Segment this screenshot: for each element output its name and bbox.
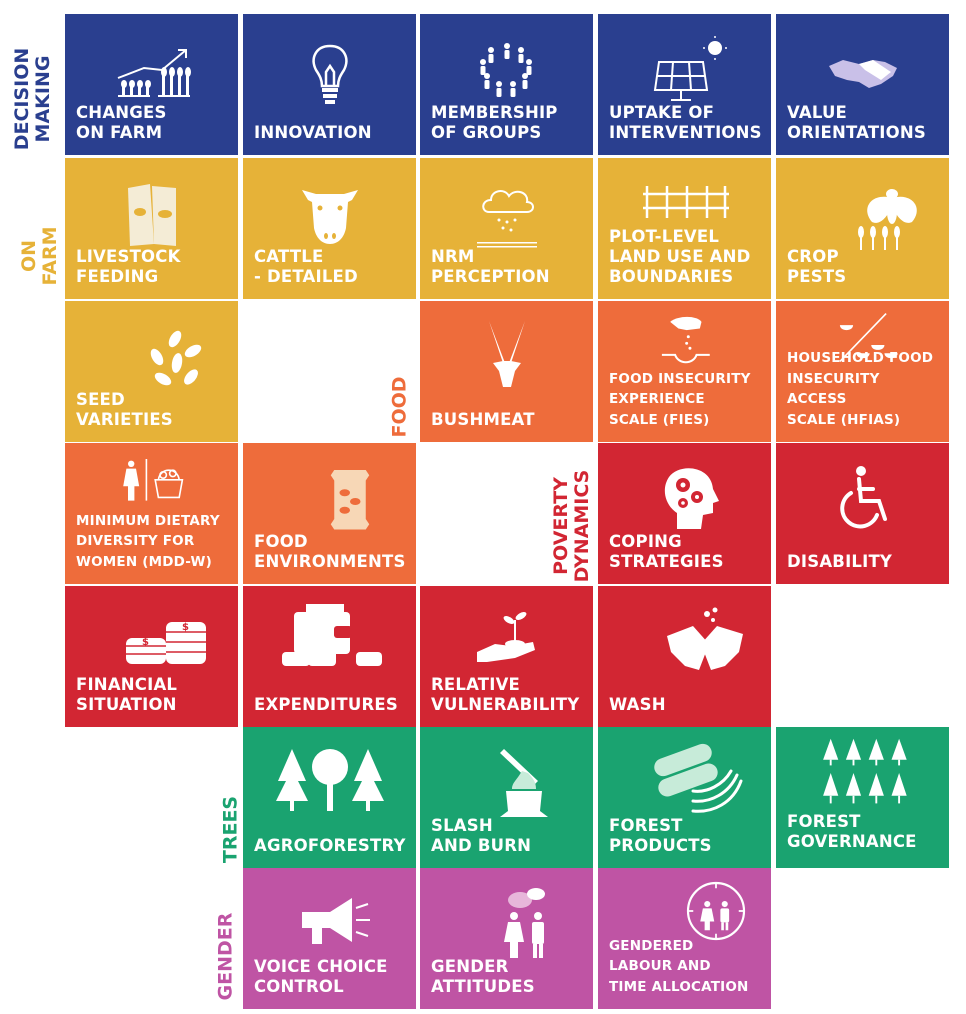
- svg-text:$: $: [182, 622, 189, 633]
- tile-label: FINANCIAL SITUATION: [76, 675, 178, 714]
- handshake-icon: [815, 28, 911, 108]
- clock-couple-icon: [668, 876, 764, 946]
- insect-pest-icon: [832, 172, 928, 252]
- wallet-icon: [270, 594, 390, 674]
- tile-label: GENDER ATTITUDES: [431, 957, 535, 996]
- solar-panel-icon: [637, 28, 733, 108]
- tile-label: NRM PERCEPTION: [431, 247, 550, 286]
- tile-seed-varieties: SEED VARIETIES: [65, 301, 238, 442]
- category-gender: GENDER: [214, 912, 237, 1001]
- tile-label: PLOT-LEVEL LAND USE AND BOUNDARIES: [609, 227, 751, 286]
- category-poverty-dynamics: POVERTY DYNAMICS: [550, 469, 593, 583]
- tile-label: FOREST GOVERNANCE: [787, 812, 917, 851]
- tile-label: HOUSEHOLD FOOD INSECURITY ACCESS SCALE (…: [787, 350, 934, 428]
- tile-label: DISABILITY: [787, 552, 893, 571]
- tile-label: GENDERED LABOUR AND TIME ALLOCATION: [609, 937, 749, 995]
- food-packet-icon: [302, 463, 398, 533]
- tile-label: FOREST PRODUCTS: [609, 816, 712, 855]
- tile-label: FOOD INSECURITY EXPERIENCE SCALE (FIES): [609, 370, 751, 428]
- tile-slash-and-burn: SLASH AND BURN: [420, 727, 593, 868]
- tile-label: AGROFORESTRY: [254, 836, 406, 855]
- hand-sprout-icon: [459, 600, 555, 680]
- tile-hfias: HOUSEHOLD FOOD INSECURITY ACCESS SCALE (…: [776, 301, 949, 442]
- hand-sowing-icon: [637, 307, 733, 373]
- tile-fies: FOOD INSECURITY EXPERIENCE SCALE (FIES): [598, 301, 771, 442]
- tile-innovation: INNOVATION: [243, 14, 416, 155]
- tile-label: CATTLE - DETAILED: [254, 247, 358, 286]
- tile-cattle-detailed: CATTLE - DETAILED: [243, 158, 416, 299]
- category-trees: TREES: [219, 795, 242, 864]
- tile-label: LIVESTOCK FEEDING: [76, 247, 181, 286]
- tile-voice-choice-control: VOICE CHOICE CONTROL: [243, 868, 416, 1009]
- category-on-farm: ON FARM: [18, 226, 61, 286]
- tile-label: BUSHMEAT: [431, 410, 535, 429]
- fence-icon: [637, 168, 733, 248]
- tile-changes-on-farm: CHANGES ON FARM: [65, 14, 238, 155]
- tile-coping-strategies: COPING STRATEGIES: [598, 443, 771, 584]
- seeds-icon: [121, 315, 217, 395]
- category-food: FOOD: [388, 376, 411, 438]
- tile-uptake-of-interventions: UPTAKE OF INTERVENTIONS: [598, 14, 771, 155]
- tile-membership-of-groups: MEMBERSHIP OF GROUPS: [420, 14, 593, 155]
- people-circle-icon: [459, 28, 555, 108]
- tile-label: SLASH AND BURN: [431, 816, 532, 855]
- tile-label: CHANGES ON FARM: [76, 103, 167, 142]
- trees-icon: [270, 741, 390, 821]
- tile-label: COPING STRATEGIES: [609, 532, 724, 571]
- tile-label: MEMBERSHIP OF GROUPS: [431, 103, 558, 142]
- tile-label: VOICE CHOICE CONTROL: [254, 957, 388, 996]
- tile-gender-attitudes: GENDER ATTITUDES: [420, 868, 593, 1009]
- head-gears-icon: [637, 457, 733, 537]
- tile-label: MINIMUM DIETARY DIVERSITY FOR WOMEN (MDD…: [76, 512, 220, 570]
- tile-crop-pests: CROP PESTS: [776, 158, 949, 299]
- tile-label: WASH: [609, 695, 666, 714]
- crop-growth-icon: [104, 28, 200, 108]
- tile-food-environments: FOOD ENVIRONMENTS: [243, 443, 416, 584]
- tile-forest-products: FOREST PRODUCTS: [598, 727, 771, 868]
- tile-label: SEED VARIETIES: [76, 390, 173, 429]
- tile-mdd-w: MINIMUM DIETARY DIVERSITY FOR WOMEN (MDD…: [65, 443, 238, 584]
- tile-label: FOOD ENVIRONMENTS: [254, 532, 406, 571]
- washing-hands-icon: [657, 600, 753, 680]
- tile-disability: DISABILITY: [776, 443, 949, 584]
- coin-stacks-icon: $ $: [116, 596, 212, 676]
- tile-gendered-labour: GENDERED LABOUR AND TIME ALLOCATION: [598, 868, 771, 1009]
- antelope-head-icon: [459, 315, 555, 395]
- tile-wash: WASH: [598, 586, 771, 727]
- pine-forest-icon: [815, 735, 911, 811]
- tile-relative-vulnerability: RELATIVE VULNERABILITY: [420, 586, 593, 727]
- axe-stump-icon: [476, 741, 572, 821]
- tile-label: UPTAKE OF INTERVENTIONS: [609, 103, 762, 142]
- woman-basket-icon: [104, 451, 200, 515]
- tile-label: EXPENDITURES: [254, 695, 398, 714]
- tile-nrm-perception: NRM PERCEPTION: [420, 158, 593, 299]
- tile-agroforestry: AGROFORESTRY: [243, 727, 416, 868]
- tile-label: VALUE ORIENTATIONS: [787, 103, 926, 142]
- tile-plot-level-land-use: PLOT-LEVEL LAND USE AND BOUNDARIES: [598, 158, 771, 299]
- tile-label: RELATIVE VULNERABILITY: [431, 675, 580, 714]
- category-decision-making: DECISION MAKING: [11, 47, 54, 151]
- tile-label: CROP PESTS: [787, 247, 847, 286]
- megaphone-icon: [282, 882, 378, 962]
- tile-expenditures: EXPENDITURES: [243, 586, 416, 727]
- lightbulb-icon: [282, 28, 378, 108]
- tile-bushmeat: BUSHMEAT: [420, 301, 593, 442]
- logs-bananas-icon: [633, 741, 753, 821]
- rain-cloud-icon: [459, 172, 555, 252]
- svg-text:$: $: [142, 637, 149, 648]
- tile-financial-situation: $ $ FINANCIAL SITUATION: [65, 586, 238, 727]
- cow-head-icon: [282, 172, 378, 252]
- wheelchair-icon: [815, 457, 911, 537]
- feed-bags-icon: [104, 172, 200, 252]
- tile-livestock-feeding: LIVESTOCK FEEDING: [65, 158, 238, 299]
- food-bowls-icon: [815, 307, 911, 373]
- tile-forest-governance: FOREST GOVERNANCE: [776, 727, 949, 868]
- couple-speech-icon: [476, 882, 572, 962]
- tile-value-orientations: VALUE ORIENTATIONS: [776, 14, 949, 155]
- tile-label: INNOVATION: [254, 123, 372, 142]
